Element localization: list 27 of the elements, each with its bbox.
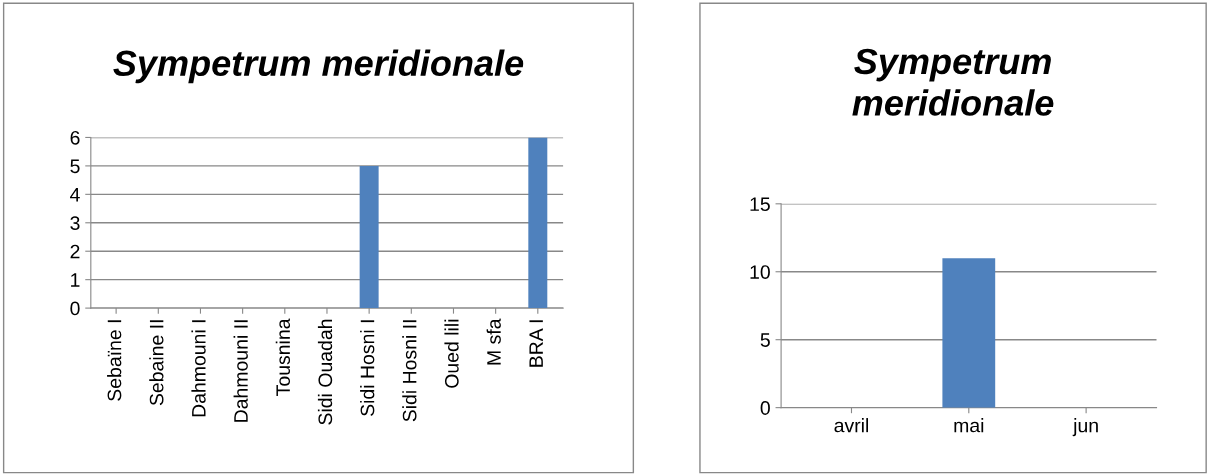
- chart-title: Sympetrum meridionale: [852, 48, 1054, 116]
- x-tick-label: Dahmouni II: [233, 320, 248, 422]
- y-tick-label: 3: [70, 216, 80, 231]
- x-tick-label: mai: [954, 418, 984, 433]
- x-tick-label: Sebaïne I: [107, 320, 122, 401]
- y-tick-label: 10: [750, 265, 770, 279]
- x-tick-label: jun: [1072, 418, 1098, 437]
- x-tick-label: Oued lili: [444, 319, 459, 388]
- y-tick-label: 5: [760, 333, 770, 347]
- x-tick-label: Sidi Hosni II: [402, 320, 417, 422]
- x-tick-label: Tousnina: [275, 318, 291, 396]
- x-tick-label: M sfa: [486, 318, 501, 365]
- y-tick-label: 15: [750, 197, 770, 212]
- x-tick-label: Sidi Hosni I: [360, 320, 375, 416]
- y-tick-label: 0: [70, 301, 80, 316]
- y-tick-label: 5: [70, 159, 80, 174]
- x-tick-label: Sebaine II: [149, 320, 164, 406]
- y-tick-label: 4: [70, 188, 80, 202]
- y-tick-label: 1: [71, 273, 80, 287]
- y-tick-label: 6: [70, 130, 80, 145]
- x-tick-label: avril: [834, 418, 869, 433]
- y-tick-label: 0: [760, 401, 770, 415]
- chart-title: Sympetrum meridionale: [113, 49, 524, 84]
- x-tick-label: Dahmouni I: [191, 320, 206, 417]
- x-tick-label: BRA I: [529, 320, 543, 367]
- x-tick-label: Sidi Ouadah: [317, 319, 333, 425]
- y-tick-label: 2: [70, 244, 80, 259]
